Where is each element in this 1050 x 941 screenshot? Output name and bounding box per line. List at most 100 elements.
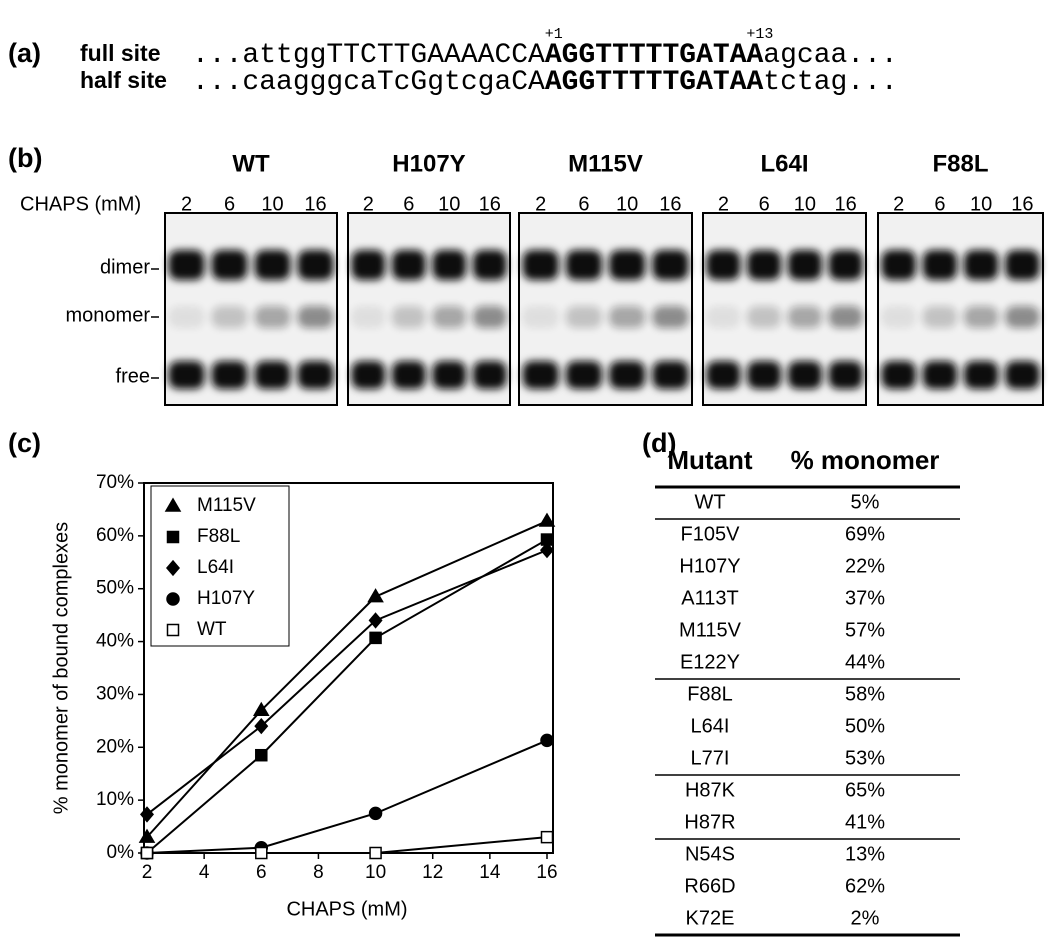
table-cell: N54S bbox=[685, 843, 735, 865]
gel-band bbox=[297, 306, 334, 328]
gel-band bbox=[608, 250, 646, 280]
gel-band bbox=[963, 361, 999, 389]
x-tick-label: 16 bbox=[536, 862, 557, 883]
sequence-core: AGGTTTTTGATAA bbox=[545, 67, 764, 98]
gel-band bbox=[1005, 361, 1040, 389]
data-point bbox=[369, 631, 382, 645]
band-label: dimer bbox=[100, 256, 150, 278]
site-name: half site bbox=[80, 67, 167, 93]
table-cell: 2% bbox=[851, 907, 880, 929]
table-cell: 41% bbox=[845, 811, 885, 833]
gel-band bbox=[881, 306, 916, 328]
gel-band bbox=[963, 306, 999, 328]
series-line bbox=[147, 836, 548, 854]
table-cell: 53% bbox=[845, 747, 885, 769]
panel-label: (c) bbox=[8, 428, 41, 458]
gel-band bbox=[211, 306, 248, 328]
position-label: +13 bbox=[746, 26, 773, 43]
lane-label: 10 bbox=[970, 193, 992, 215]
gel-title: H107Y bbox=[392, 150, 465, 177]
table-cell: 37% bbox=[845, 587, 885, 609]
table-cell: K72E bbox=[686, 907, 735, 929]
gel-band bbox=[881, 361, 916, 389]
table-cell: R66D bbox=[684, 875, 735, 897]
x-tick-label: 12 bbox=[422, 862, 443, 883]
sequence: ...caagggcaTcGgtcgaCAAGGTTTTTGATAAtctag.… bbox=[192, 67, 898, 98]
gel-band bbox=[787, 250, 822, 280]
table-cell: M115V bbox=[679, 619, 742, 641]
gel-band bbox=[747, 361, 782, 389]
data-point bbox=[367, 588, 384, 603]
table-cell: 69% bbox=[845, 523, 885, 545]
x-axis-label: CHAPS (mM) bbox=[286, 898, 407, 920]
y-tick-label: 70% bbox=[96, 472, 134, 493]
gel-band bbox=[747, 250, 782, 280]
gel-band bbox=[522, 306, 559, 328]
sequence-flank: agcaa... bbox=[763, 40, 897, 71]
series-line bbox=[146, 549, 548, 816]
gel-band bbox=[1005, 250, 1040, 280]
legend-label: F88L bbox=[197, 526, 240, 547]
y-tick-label: 10% bbox=[96, 789, 134, 810]
gel-band bbox=[391, 306, 426, 328]
gel-band bbox=[922, 306, 958, 328]
lane-label: 6 bbox=[224, 193, 235, 215]
gel-band bbox=[297, 250, 334, 280]
y-tick-label: 20% bbox=[96, 736, 134, 757]
y-tick-label: 60% bbox=[96, 525, 134, 546]
gel-band bbox=[565, 250, 603, 280]
lane-label: 2 bbox=[893, 193, 904, 215]
gel-band bbox=[211, 250, 248, 280]
gel-band bbox=[254, 306, 291, 328]
series-line bbox=[146, 538, 548, 854]
y-tick-label: 30% bbox=[96, 683, 134, 704]
table-cell: 57% bbox=[845, 619, 885, 641]
data-point bbox=[254, 717, 269, 735]
table-cell: WT bbox=[694, 491, 725, 513]
sequence-core: AGGTTTTTGATAA bbox=[545, 40, 764, 71]
panel-label: (a) bbox=[8, 38, 41, 68]
gel-title: M115V bbox=[568, 150, 643, 177]
data-point bbox=[255, 748, 268, 762]
gel-band bbox=[652, 306, 689, 328]
legend-marker bbox=[166, 623, 180, 637]
table-cell: F105V bbox=[681, 523, 741, 545]
lane-label: 16 bbox=[479, 193, 501, 215]
data-point bbox=[538, 512, 556, 527]
lane-label: 10 bbox=[261, 193, 283, 215]
x-tick-label: 10 bbox=[365, 862, 386, 883]
table-header: % monomer bbox=[791, 445, 940, 475]
gel-band bbox=[565, 306, 603, 328]
table-cell: L64I bbox=[691, 715, 730, 737]
lane-label: 16 bbox=[304, 193, 326, 215]
gel-band bbox=[391, 250, 426, 280]
lane-label: 10 bbox=[794, 193, 816, 215]
lane-label: 6 bbox=[934, 193, 945, 215]
gel-band bbox=[211, 361, 248, 389]
table-cell: H107Y bbox=[679, 555, 740, 577]
lane-label: 2 bbox=[181, 193, 192, 215]
table-cell: 62% bbox=[845, 875, 885, 897]
gel-band bbox=[963, 250, 999, 280]
lane-label: 6 bbox=[403, 193, 414, 215]
site-name: full site bbox=[80, 40, 161, 66]
legend-label: WT bbox=[197, 619, 227, 640]
gel-band bbox=[351, 250, 386, 280]
series-line bbox=[146, 520, 548, 838]
gel-band bbox=[168, 250, 205, 280]
gel-band bbox=[351, 306, 386, 328]
gel-band bbox=[608, 361, 646, 389]
lane-label: 2 bbox=[363, 193, 374, 215]
data-point bbox=[140, 846, 154, 860]
gel-band bbox=[254, 250, 291, 280]
sequence-flank: ...attggTTCTTGAAAACCA bbox=[192, 40, 545, 71]
gel-band bbox=[472, 250, 507, 280]
legend-label: H107Y bbox=[197, 588, 255, 609]
table-cell: L77I bbox=[691, 747, 730, 769]
gel-band bbox=[351, 361, 386, 389]
axis-label: CHAPS (mM) bbox=[20, 193, 141, 215]
table-cell: H87R bbox=[684, 811, 735, 833]
band-label: monomer bbox=[66, 304, 151, 326]
gel-band bbox=[432, 306, 467, 328]
